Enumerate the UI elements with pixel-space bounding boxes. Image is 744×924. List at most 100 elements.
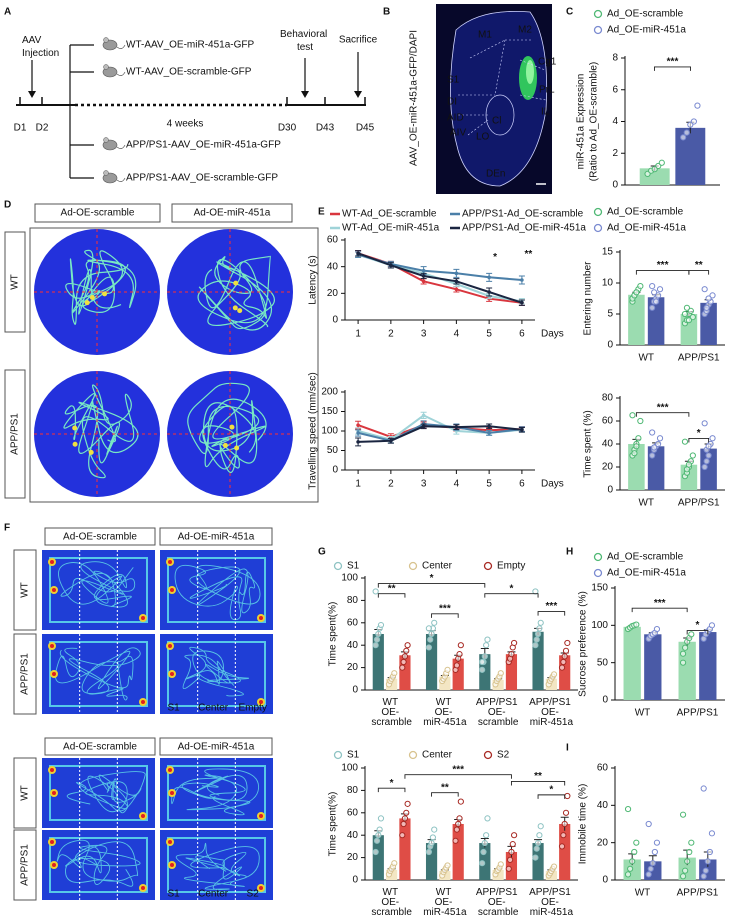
data-point — [428, 630, 435, 638]
row-header-box — [13, 633, 37, 715]
significance-label: * — [430, 573, 434, 584]
legend-marker — [593, 9, 603, 19]
zone-label: S1 — [167, 703, 180, 714]
x-tick-label: APP/PS1 — [677, 888, 719, 899]
significance-label: *** — [657, 402, 669, 413]
y-tick-label: 150 — [591, 583, 608, 594]
y-tick-label: 0 — [352, 875, 358, 886]
swim-path — [187, 382, 267, 473]
hot-spot — [237, 308, 243, 314]
significance-bracket — [688, 438, 710, 443]
y-axis-label: Time spent (%) — [583, 410, 594, 477]
data-point — [532, 854, 539, 861]
data-point — [356, 423, 360, 427]
data-point — [421, 413, 426, 418]
region-border — [519, 94, 547, 101]
data-point — [564, 792, 571, 800]
data-point — [627, 865, 634, 872]
data-point — [688, 839, 695, 846]
data-point — [481, 839, 488, 847]
data-point — [376, 826, 383, 833]
significance-label: *** — [452, 764, 464, 775]
hot-spot — [259, 700, 263, 704]
bar — [479, 654, 491, 690]
legend-label: S1 — [347, 561, 360, 572]
brain-outline — [450, 11, 548, 187]
x-tick-label: APP/PS1 OE- miR-451a — [529, 697, 573, 728]
significance-label: * — [696, 620, 700, 631]
data-point — [483, 642, 490, 649]
bar — [399, 655, 411, 690]
panel-letter: H — [566, 547, 573, 558]
bar — [372, 835, 384, 880]
column-header-box — [159, 527, 273, 546]
data-point — [509, 841, 516, 848]
x-tick-label: WT — [638, 498, 654, 509]
data-point — [536, 625, 543, 632]
legend-marker — [593, 568, 603, 578]
data-point — [456, 815, 463, 822]
y-tick-label: 50 — [327, 445, 339, 456]
data-point — [389, 263, 393, 268]
data-point — [444, 666, 451, 673]
hot-spot — [233, 280, 239, 286]
significance-bracket — [654, 66, 691, 71]
y-tick-label: 60 — [602, 416, 614, 427]
mouse-ear — [103, 170, 109, 176]
data-point — [421, 279, 426, 284]
bar — [505, 852, 518, 880]
mouse-tail — [116, 71, 126, 76]
zone-label: Center — [198, 889, 229, 900]
x-tick-label: WT — [635, 888, 651, 899]
x-tick-label: WT OE- scramble — [371, 697, 412, 728]
bar — [647, 446, 665, 490]
y-tick-label: 0 — [607, 340, 613, 351]
region-label: Cg1 — [538, 57, 557, 68]
data-point — [647, 865, 654, 872]
bar — [623, 626, 641, 700]
hot-spot — [50, 560, 54, 564]
group-label: APP/PS1-AAV_OE-miR-451a-GFP — [126, 140, 281, 151]
y-tick-label: 80 — [347, 785, 359, 796]
data-point — [685, 461, 693, 468]
data-point — [431, 619, 438, 626]
data-point — [452, 837, 459, 844]
x-tick-label: 3 — [421, 479, 427, 490]
data-point — [537, 619, 544, 626]
data-point — [457, 642, 464, 649]
hot-spot — [229, 424, 235, 430]
row-header: WT — [20, 582, 31, 598]
heatmap — [42, 634, 155, 714]
column-header: Ad-OE-miR-451a — [178, 532, 255, 543]
track — [175, 842, 260, 891]
data-point — [705, 452, 712, 459]
bar — [439, 676, 451, 690]
data-point — [651, 289, 658, 296]
data-point — [497, 670, 504, 677]
x-tick-label: APP/PS1 OE- scramble — [476, 697, 520, 728]
data-point — [510, 639, 518, 647]
x-tick-label: WT — [638, 353, 654, 364]
data-point — [708, 622, 716, 629]
y-tick-label: 40 — [347, 640, 359, 651]
significance-label: * — [549, 785, 553, 796]
data-point — [479, 860, 486, 867]
data-point — [483, 832, 490, 839]
data-point — [629, 858, 636, 865]
region-label: M2 — [518, 25, 532, 36]
data-point — [701, 463, 708, 471]
data-point — [480, 848, 487, 856]
x-axis-label: Days — [541, 479, 564, 490]
zone-label: Center — [198, 703, 229, 714]
data-point — [654, 440, 662, 448]
data-point — [508, 651, 515, 658]
timeline-label: Sacrifice — [339, 35, 378, 46]
y-tick-label: 60 — [327, 235, 339, 246]
significance-label: *** — [654, 598, 666, 609]
column-header-box — [171, 203, 293, 223]
data-point — [683, 304, 691, 311]
significance-label: * — [390, 778, 394, 789]
data-point — [633, 289, 640, 296]
data-point — [561, 653, 568, 660]
